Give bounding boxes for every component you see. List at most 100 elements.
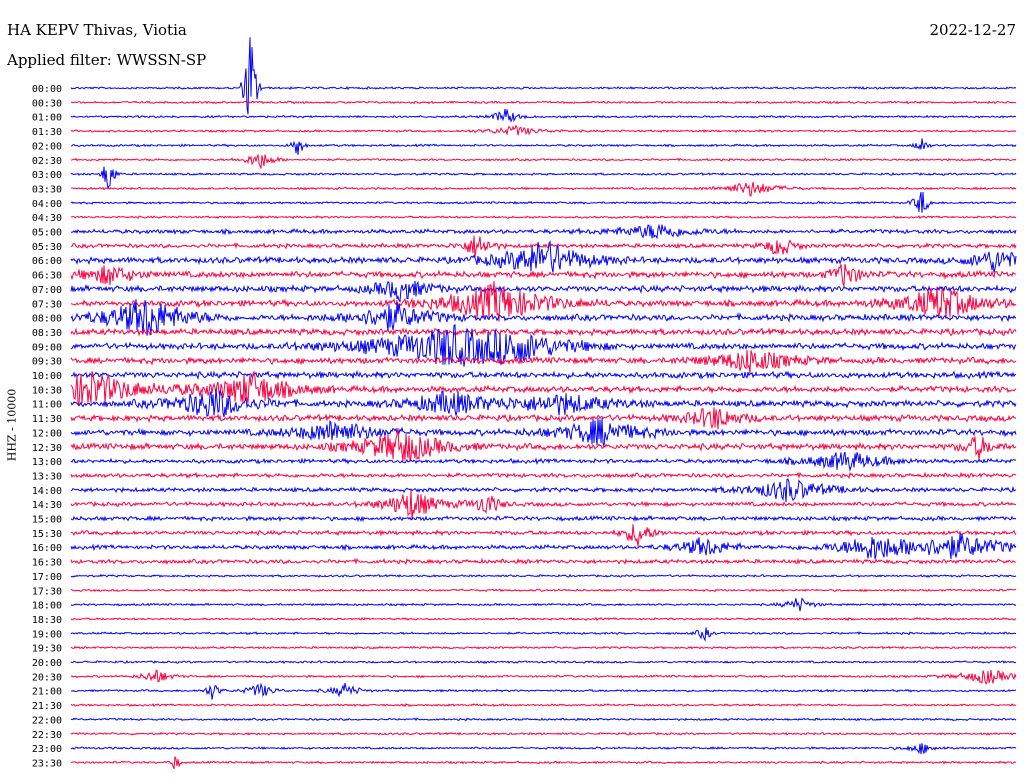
row-label: 22:00 [32, 715, 62, 726]
trace-line [70, 299, 1017, 336]
trace-line [71, 153, 1017, 169]
trace-line [71, 588, 1017, 593]
trace-line [70, 597, 1017, 612]
row-label: 06:30 [32, 271, 62, 282]
trace-line [70, 263, 1016, 288]
trace-line [70, 327, 1017, 337]
row-label: 08:00 [32, 314, 62, 325]
trace-line [70, 616, 1017, 622]
date-label: 2022-12-27 [929, 21, 1016, 39]
row-label: 20:00 [32, 658, 62, 669]
trace-line [70, 669, 1017, 685]
row-label: 15:30 [32, 529, 62, 540]
trace-line [70, 471, 1017, 480]
row-label: 09:00 [32, 342, 62, 353]
row-label: 10:30 [32, 385, 62, 396]
row-label: 04:30 [32, 213, 62, 224]
trace-line [70, 703, 1017, 708]
row-label: 16:30 [32, 558, 62, 569]
row-label: 12:30 [32, 443, 62, 454]
trace-line [70, 281, 1017, 322]
row-label: 14:00 [32, 486, 62, 497]
row-label: 00:00 [32, 84, 62, 95]
trace-line [70, 533, 1017, 560]
row-label: 04:00 [32, 199, 62, 210]
trace-line [70, 235, 1017, 258]
trace-line [70, 557, 1017, 566]
row-label: 17:30 [32, 586, 62, 597]
row-label: 07:00 [32, 285, 62, 296]
trace-line [70, 240, 1017, 273]
trace-line [70, 731, 1017, 736]
trace-line [70, 388, 1017, 418]
trace-line [70, 108, 1017, 123]
trace-line [70, 514, 1017, 523]
station-title: HA KEPV Thivas, Viotia [7, 21, 187, 39]
trace-line [70, 659, 1017, 664]
trace-line [70, 369, 1017, 381]
row-label: 00:30 [32, 98, 62, 109]
row-label: 21:00 [32, 687, 62, 698]
trace-line [70, 573, 1017, 578]
row-label: 10:00 [32, 371, 62, 382]
trace-line [70, 370, 1017, 407]
row-label: 11:00 [32, 400, 62, 411]
row-label: 21:30 [32, 701, 62, 712]
trace-line [70, 350, 1017, 374]
trace-line [70, 743, 1017, 755]
trace-line [70, 407, 1017, 430]
row-label: 01:30 [32, 127, 62, 138]
row-label: 23:00 [32, 744, 62, 755]
trace-line [70, 37, 1017, 115]
row-label: 09:30 [32, 357, 62, 368]
row-label: 19:00 [32, 629, 62, 640]
trace-line [70, 451, 1017, 472]
trace-line [70, 489, 1017, 521]
row-label: 18:00 [32, 601, 62, 612]
row-label: 14:30 [32, 500, 62, 511]
row-label: 20:30 [32, 672, 62, 683]
row-label: 05:30 [32, 242, 62, 253]
trace-line [70, 181, 1017, 197]
row-label: 22:30 [32, 730, 62, 741]
row-label: 02:30 [32, 156, 62, 167]
row-label: 05:00 [32, 228, 62, 239]
row-label: 15:00 [32, 515, 62, 526]
row-label: 03:30 [32, 184, 62, 195]
row-label: 06:00 [32, 256, 62, 267]
trace-line [70, 166, 1017, 190]
trace-line [70, 418, 1017, 447]
row-label: 02:00 [32, 141, 62, 152]
trace-line [70, 124, 1017, 136]
filter-label: Applied filter: WWSSN-SP [7, 51, 207, 69]
trace-line [70, 756, 1017, 770]
trace-line [70, 100, 1017, 105]
row-label: 12:00 [32, 428, 62, 439]
trace-line [70, 645, 1017, 650]
row-label: 19:30 [32, 644, 62, 655]
trace-line [70, 324, 1017, 367]
trace-line [70, 223, 1017, 240]
trace-line [70, 427, 1017, 462]
row-label: 07:30 [32, 299, 62, 310]
row-label: 03:00 [32, 170, 62, 181]
trace-line [70, 280, 1017, 303]
trace-line [70, 191, 1017, 213]
row-label: 18:30 [32, 615, 62, 626]
trace-line [70, 682, 1017, 700]
trace-line [70, 627, 1017, 642]
row-label: 17:00 [32, 572, 62, 583]
row-label: 13:30 [32, 471, 62, 482]
row-label: 13:00 [32, 457, 62, 468]
trace-line [71, 215, 1017, 220]
trace-line [70, 717, 1017, 722]
row-label: 01:00 [32, 113, 62, 124]
trace-line [70, 138, 1017, 155]
trace-line [70, 524, 1017, 547]
row-label: 11:30 [32, 414, 62, 425]
row-label: 16:00 [32, 543, 62, 554]
row-label: 08:30 [32, 328, 62, 339]
row-label: 23:30 [32, 758, 62, 769]
trace-line [70, 478, 1017, 503]
